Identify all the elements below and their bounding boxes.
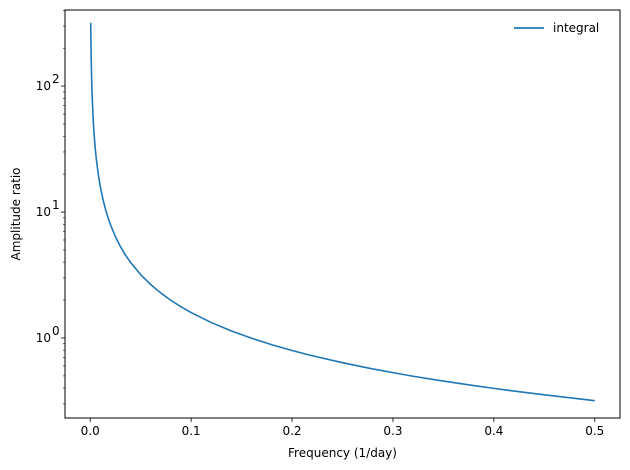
x-tick-label: 0.3 — [383, 424, 402, 438]
legend-label-integral: integral — [553, 21, 599, 35]
x-axis-ticks: 0.0 0.1 0.2 0.3 0.4 0.5 — [81, 418, 604, 438]
y-tick-label: 10 — [36, 331, 51, 345]
series-line-integral — [89, 22, 595, 402]
x-tick-label: 0.5 — [585, 424, 604, 438]
x-axis-label: Frequency (1/day) — [288, 446, 397, 460]
legend: integral — [514, 21, 599, 35]
series-layer — [89, 22, 595, 402]
y-tick-label: 10 — [36, 205, 51, 219]
y-tick-exponent: 1 — [52, 198, 60, 212]
x-tick-label: 0.1 — [182, 424, 201, 438]
plot-frame — [64, 9, 621, 419]
x-tick-label: 0.4 — [484, 424, 503, 438]
y-tick-label: 10 — [36, 79, 51, 93]
y-tick-exponent: 0 — [52, 324, 60, 338]
y-axis-label: Amplitude ratio — [9, 168, 23, 261]
y-tick-exponent: 2 — [52, 72, 60, 86]
x-tick-label: 0.0 — [81, 424, 100, 438]
x-tick-label: 0.2 — [282, 424, 301, 438]
plot-area — [65, 10, 620, 418]
